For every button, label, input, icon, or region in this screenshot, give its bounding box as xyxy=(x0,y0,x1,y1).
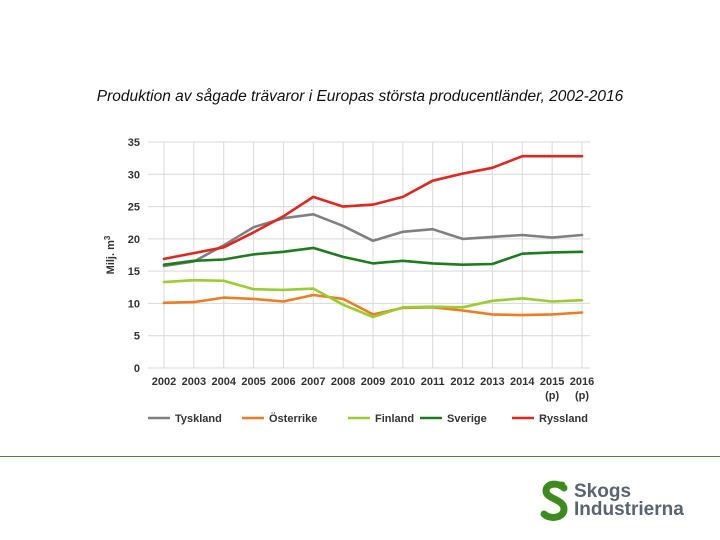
footer-divider xyxy=(0,456,720,457)
x-tick-label-2005: 2005 xyxy=(241,376,265,388)
legend-item-ryssland: Ryssland xyxy=(512,413,588,425)
x-tick-label-2012: 2012 xyxy=(450,376,474,388)
legend-label-österrike: Österrike xyxy=(269,412,317,425)
chart-legend: Tyskland Österrike Finland Sverige Ryssland xyxy=(148,412,588,425)
x-tick-label-2013: 2013 xyxy=(480,376,504,388)
series-line-tyskland xyxy=(162,213,584,268)
legend-label-sverige: Sverige xyxy=(447,413,487,425)
series-line-ryssland xyxy=(162,154,584,261)
y-axis-label-superscript: 3 xyxy=(103,235,112,240)
y-tick-label-10: 10 xyxy=(128,298,140,310)
logo-text-line1: Skogs xyxy=(574,481,632,502)
slide-title: Produktion av sågade trävaror i Europas … xyxy=(96,88,624,105)
y-tick-label-5: 5 xyxy=(134,331,140,343)
x-tick-label-2003: 2003 xyxy=(182,376,206,388)
y-tick-label-20: 20 xyxy=(128,234,140,246)
legend-label-tyskland: Tyskland xyxy=(175,413,222,425)
legend-item-österrike: Österrike xyxy=(242,412,317,425)
logo-text-line2: Industrierna xyxy=(574,499,684,520)
y-tick-label-30: 30 xyxy=(128,169,140,181)
legend-item-finland: Finland xyxy=(348,413,414,425)
x-tick-label-2007: 2007 xyxy=(301,376,325,388)
legend-item-tyskland: Tyskland xyxy=(148,413,222,425)
chart-series-lines xyxy=(162,154,584,319)
x-tick-label-2016: 2016 xyxy=(570,376,594,388)
x-axis-tick-labels: 2002 2003 2004 2005 2006 2007 2008 2009 2010 2011… xyxy=(152,376,594,402)
x-tick-label-2015: 2015 xyxy=(540,376,564,388)
y-axis-tick-labels: 0 5 10 15 20 25 30 35 xyxy=(128,137,140,375)
x-tick-label-2004: 2004 xyxy=(211,376,236,388)
y-tick-label-35: 35 xyxy=(128,137,140,149)
y-axis-label-text: Milj. m xyxy=(105,240,117,274)
x-tick-label-2008: 2008 xyxy=(331,376,355,388)
series-line-österrike xyxy=(162,293,584,317)
x-tick-note-2016: (p) xyxy=(575,390,589,402)
x-tick-label-2011: 2011 xyxy=(421,376,445,388)
chart-gridlines xyxy=(148,141,590,369)
series-line-finland xyxy=(162,278,584,319)
x-tick-label-2009: 2009 xyxy=(361,376,385,388)
y-tick-label-0: 0 xyxy=(134,363,140,375)
x-tick-label-2002: 2002 xyxy=(152,376,176,388)
x-tick-label-2006: 2006 xyxy=(271,376,295,388)
x-tick-label-2010: 2010 xyxy=(391,376,415,388)
y-tick-label-15: 15 xyxy=(128,266,140,278)
series-line-sverige xyxy=(162,246,584,266)
legend-label-finland: Finland xyxy=(375,413,414,425)
y-axis-label: Milj. m3 xyxy=(103,235,117,274)
y-tick-label-25: 25 xyxy=(128,202,140,214)
x-tick-note-2015: (p) xyxy=(545,390,559,402)
legend-label-ryssland: Ryssland xyxy=(539,413,588,425)
x-tick-label-2014: 2014 xyxy=(510,376,535,388)
skogsindustrierna-logo: Skogs Industrierna xyxy=(540,478,700,524)
legend-item-sverige: Sverige xyxy=(420,413,487,425)
logo-s-icon xyxy=(540,480,568,521)
